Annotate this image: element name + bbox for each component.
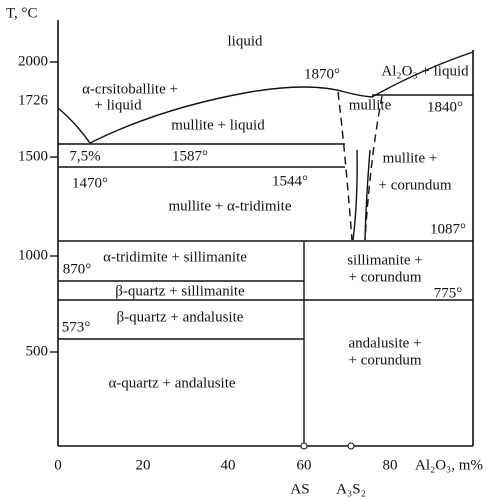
region-label: 1840°: [427, 99, 463, 115]
region-labels: liquid α-crsitoballite ++ liquid 1870° Al₂O…: [62, 33, 469, 391]
region-label: sillimanite +: [347, 252, 423, 268]
x-tick-label: 20: [136, 457, 151, 473]
region-label: andalusite +: [348, 335, 421, 351]
region-label: 1544°: [272, 173, 308, 189]
region-label: 1087°: [430, 221, 466, 237]
x-tick-label: 60: [297, 457, 312, 473]
region-label: + corundum: [378, 177, 451, 193]
y-tick-label: 1000: [18, 247, 48, 263]
y-tick-label: 500: [26, 343, 49, 359]
region-label: mullite + α-tridimite: [169, 198, 292, 214]
region-label: β-quartz + andalusite: [117, 309, 244, 325]
region-label: + liquid: [94, 97, 142, 113]
region-label: 1587°: [172, 148, 208, 164]
diagram-lines: [50, 20, 474, 450]
region-label: liquid: [227, 33, 263, 49]
region-label: 7,5%: [69, 148, 100, 164]
region-label: 1870°: [304, 66, 340, 82]
compound-label: A₃S₂: [336, 481, 366, 497]
region-label: mullite +: [383, 150, 438, 166]
x-tick-label: 80: [383, 457, 398, 473]
region-label: α-quartz + andalusite: [108, 375, 235, 391]
region-label: β-quartz + sillimanite: [115, 283, 245, 299]
x-tick-label: 40: [221, 457, 236, 473]
region-label: + corundum: [348, 352, 421, 368]
region-label: α-crsitoballite +: [82, 81, 178, 97]
y-axis-label: T, °C: [6, 5, 38, 21]
region-label: mullite + liquid: [171, 117, 265, 133]
region-label: 573°: [62, 319, 91, 335]
y-tick-label: 1500: [18, 148, 48, 164]
compound-label: AS: [290, 481, 309, 497]
region-label: Al₂O₃ + liquid: [381, 63, 469, 79]
region-label: 870°: [63, 261, 92, 277]
x-axis-label: Al₂O₃, m%: [415, 457, 483, 473]
region-label: mullite: [349, 97, 392, 113]
y-tick-label: 2000: [18, 53, 48, 69]
region-label: 1470°: [72, 175, 108, 191]
region-label: + corundum: [348, 269, 421, 285]
region-label: 775°: [434, 285, 463, 301]
x-tick-label: 0: [54, 457, 62, 473]
region-label: α-tridimite + sillimanite: [103, 249, 247, 265]
y-tick-label: 1726: [18, 92, 49, 108]
